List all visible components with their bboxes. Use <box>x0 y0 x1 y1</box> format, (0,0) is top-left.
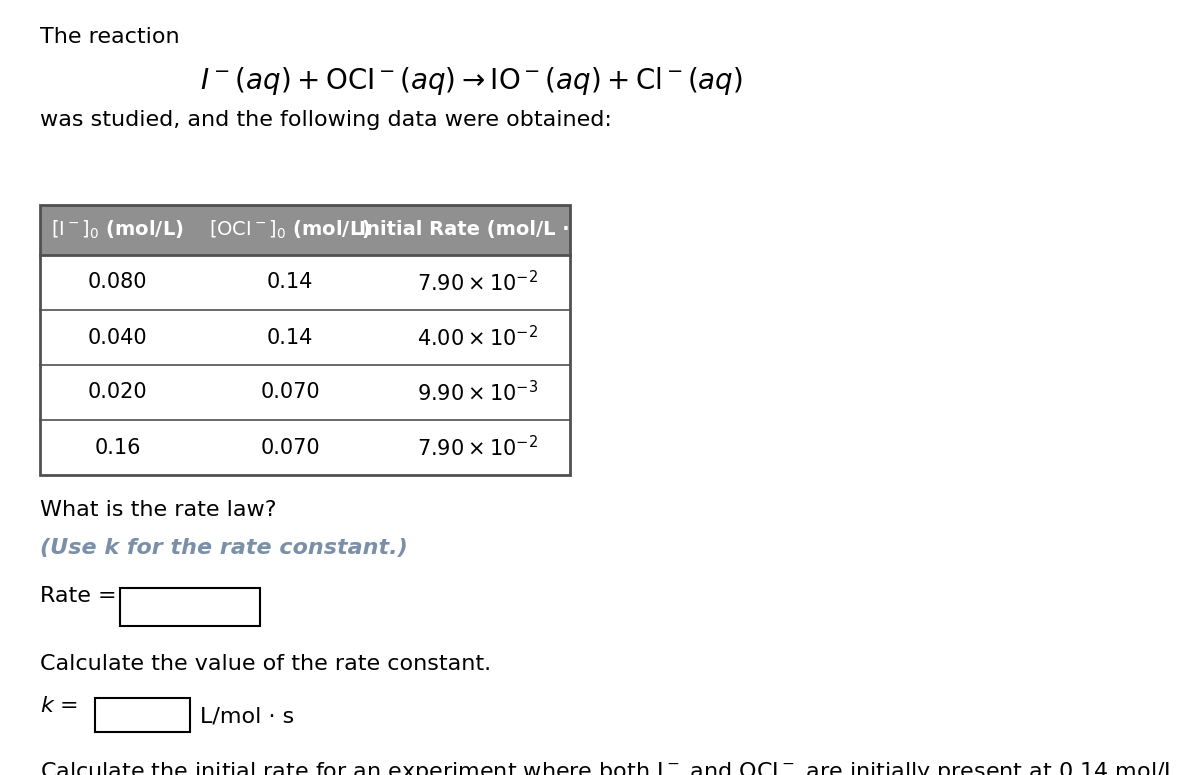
Bar <box>40 205 570 255</box>
Bar <box>40 255 570 310</box>
Text: Initial Rate (mol/L · s): Initial Rate (mol/L · s) <box>359 221 596 239</box>
Text: The reaction: The reaction <box>40 27 180 47</box>
Text: 0.14: 0.14 <box>266 328 313 347</box>
Text: $4.00\times 10^{-2}$: $4.00\times 10^{-2}$ <box>418 325 538 350</box>
Text: Calculate the initial rate for an experiment where both $\mathrm{I}^-$ and $\mat: Calculate the initial rate for an experi… <box>40 760 1183 775</box>
Text: $9.90\times 10^{-3}$: $9.90\times 10^{-3}$ <box>416 380 538 405</box>
Text: Rate =: Rate = <box>40 586 116 606</box>
Bar <box>40 310 570 365</box>
Bar <box>40 365 570 420</box>
Text: $[\mathrm{I}^-]_0$ (mol/L): $[\mathrm{I}^-]_0$ (mol/L) <box>52 219 184 241</box>
Text: 0.080: 0.080 <box>88 273 148 292</box>
Text: was studied, and the following data were obtained:: was studied, and the following data were… <box>40 110 612 130</box>
Bar <box>40 205 570 475</box>
Text: $\mathit{I}^-(aq) + \mathrm{OCI}^-(aq) \rightarrow \mathrm{IO}^-(aq) + \mathrm{C: $\mathit{I}^-(aq) + \mathrm{OCI}^-(aq) \… <box>200 65 743 97</box>
Text: (Use k for the rate constant.): (Use k for the rate constant.) <box>40 538 408 558</box>
Text: 0.020: 0.020 <box>88 383 148 402</box>
Bar <box>95 698 190 732</box>
Text: L/mol · s: L/mol · s <box>200 707 294 727</box>
Text: 0.040: 0.040 <box>88 328 148 347</box>
Bar <box>40 420 570 475</box>
Text: $[\mathrm{OCI}^-]_0$ (mol/L): $[\mathrm{OCI}^-]_0$ (mol/L) <box>209 219 371 241</box>
Text: $7.90\times 10^{-2}$: $7.90\times 10^{-2}$ <box>418 270 538 295</box>
Text: 0.070: 0.070 <box>260 383 320 402</box>
Bar <box>120 588 260 626</box>
Text: 0.070: 0.070 <box>260 438 320 457</box>
Text: Calculate the value of the rate constant.: Calculate the value of the rate constant… <box>40 654 491 674</box>
Text: 0.14: 0.14 <box>266 273 313 292</box>
Text: $k$ =: $k$ = <box>40 696 78 716</box>
Text: What is the rate law?: What is the rate law? <box>40 500 276 520</box>
Text: $7.90\times 10^{-2}$: $7.90\times 10^{-2}$ <box>418 435 538 460</box>
Text: 0.16: 0.16 <box>95 438 140 457</box>
